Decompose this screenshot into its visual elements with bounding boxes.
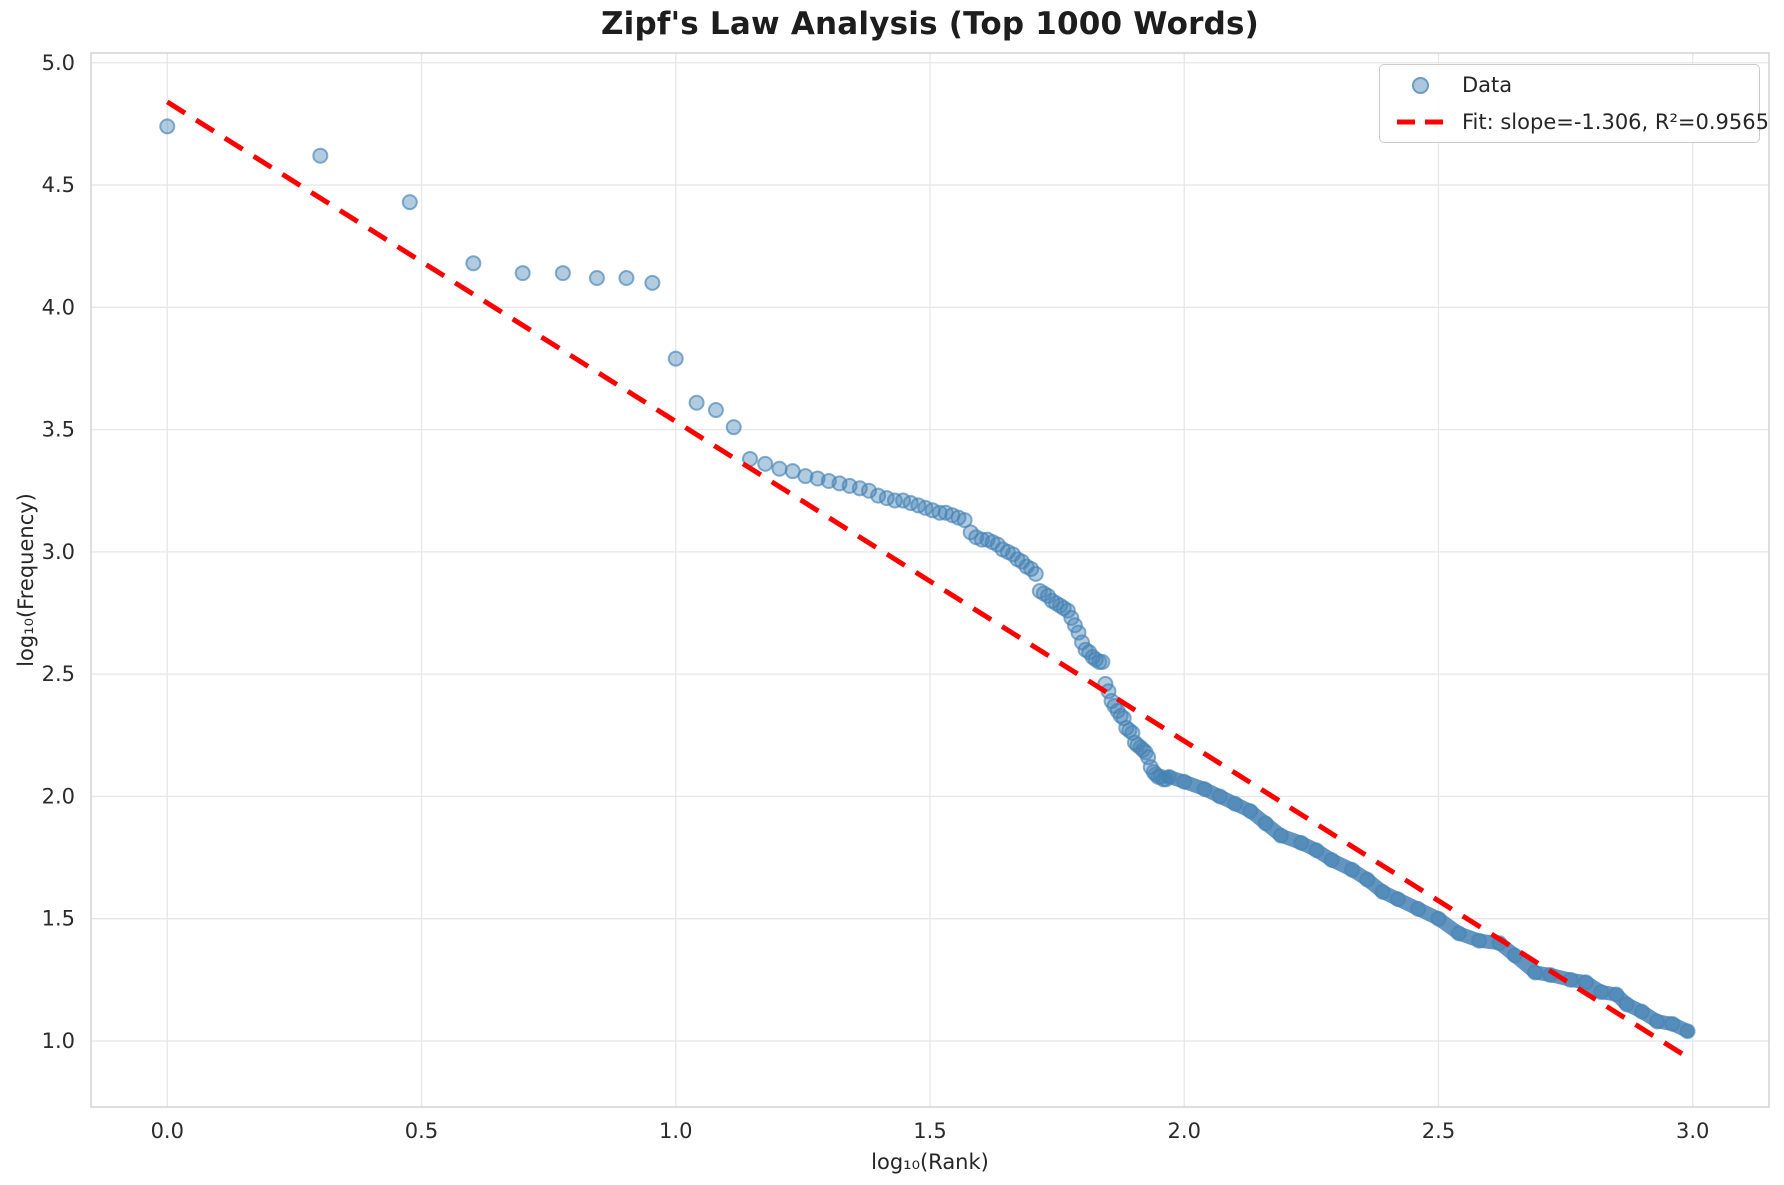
legend-label-fit: Fit: slope=-1.306, R²=0.9565 <box>1462 110 1769 134</box>
scatter-point <box>1344 861 1361 878</box>
y-tick-label: 3.0 <box>42 540 75 564</box>
scatter-point <box>1323 852 1340 869</box>
scatter-point <box>618 269 635 286</box>
scatter-point <box>797 468 814 485</box>
x-tick-label: 1.0 <box>659 1119 692 1143</box>
y-tick-label: 4.5 <box>42 173 75 197</box>
fit-line <box>165 99 1695 1063</box>
scatter-point <box>1211 788 1228 805</box>
y-tick-label: 5.0 <box>42 51 75 75</box>
y-tick-label: 1.5 <box>42 907 75 931</box>
scatter-point <box>1506 947 1523 964</box>
scatter-point <box>1410 900 1427 917</box>
scatter-point <box>771 460 788 477</box>
legend-item-fit: Fit: slope=-1.306, R²=0.9565 <box>1380 105 1769 139</box>
scatter-point <box>1471 932 1488 949</box>
scatter-point <box>1359 871 1376 888</box>
scatter-tail-band <box>1161 769 1695 1039</box>
y-tick-label: 1.0 <box>42 1029 75 1053</box>
scatter-point <box>1430 910 1447 927</box>
scatter-point <box>1577 974 1594 991</box>
x-tick-label: 1.5 <box>913 1119 946 1143</box>
scatter-point <box>1027 565 1044 582</box>
legend-item-data: Data <box>1380 68 1759 102</box>
scatter-point <box>1272 827 1289 844</box>
scatter-point <box>1664 1015 1681 1032</box>
x-tick-label: 2.5 <box>1422 1119 1455 1143</box>
scatter-point <box>1389 891 1406 908</box>
scatter-point <box>757 455 774 472</box>
scatter-point <box>1633 1003 1650 1020</box>
scatter-point <box>312 147 329 164</box>
data-marker-icon <box>1396 76 1444 94</box>
scatter-point <box>956 512 973 529</box>
legend-label-data: Data <box>1462 73 1513 97</box>
x-tick-label: 2.0 <box>1168 1119 1201 1143</box>
x-tick-label: 0.5 <box>405 1119 438 1143</box>
y-axis-label: log₁₀(Frequency) <box>14 493 38 667</box>
scatter-point <box>851 480 868 497</box>
scatter-point <box>1063 609 1080 626</box>
scatter-point <box>1227 795 1244 812</box>
axes-spines <box>90 52 1770 1108</box>
scatter-point <box>886 492 903 509</box>
scatter-point <box>159 118 176 135</box>
scatter-point <box>554 265 571 282</box>
x-tick-label: 3.0 <box>1676 1119 1709 1143</box>
scatter-point <box>1257 815 1274 832</box>
chart-title: Zipf's Law Analysis (Top 1000 Words) <box>601 6 1259 42</box>
scatter-point <box>1608 986 1625 1003</box>
scatter-point <box>588 269 605 286</box>
scatter-point <box>644 274 661 291</box>
scatter-point <box>1066 617 1083 634</box>
scatter-point <box>1618 996 1635 1013</box>
scatter-point <box>465 255 482 272</box>
scatter-point <box>514 265 531 282</box>
scatter-point <box>1242 803 1259 820</box>
scatter-point <box>1649 1013 1666 1030</box>
scatter-point <box>1059 602 1076 619</box>
scatter-point <box>1374 883 1391 900</box>
y-tick-label: 4.0 <box>42 295 75 319</box>
scatter-point <box>1679 1023 1696 1040</box>
scatter-point <box>688 394 705 411</box>
scatter-point <box>1176 773 1193 790</box>
legend: Data Fit: slope=-1.306, R²=0.9565 <box>1379 64 1769 143</box>
scatter-point <box>860 482 877 499</box>
y-tick-label: 2.0 <box>42 784 75 808</box>
scatter-point <box>707 402 724 419</box>
x-tick-label: 0.0 <box>151 1119 184 1143</box>
x-axis-label: log₁₀(Rank) <box>871 1150 989 1174</box>
scatter-point <box>725 419 742 436</box>
scatter-point <box>401 194 418 211</box>
scatter-point <box>667 350 684 367</box>
scatter-point <box>1196 781 1213 798</box>
scatter-point <box>1593 984 1610 1001</box>
scatter-point <box>1160 768 1177 785</box>
scatter-point <box>1527 964 1544 981</box>
y-tick-label: 3.5 <box>42 418 75 442</box>
scatter-point <box>1450 925 1467 942</box>
scatter-point <box>1293 834 1310 851</box>
scatter-point <box>1308 842 1325 859</box>
scatter-point <box>1094 653 1111 670</box>
fit-dash-icon <box>1396 119 1444 125</box>
y-tick-label: 2.5 <box>42 662 75 686</box>
